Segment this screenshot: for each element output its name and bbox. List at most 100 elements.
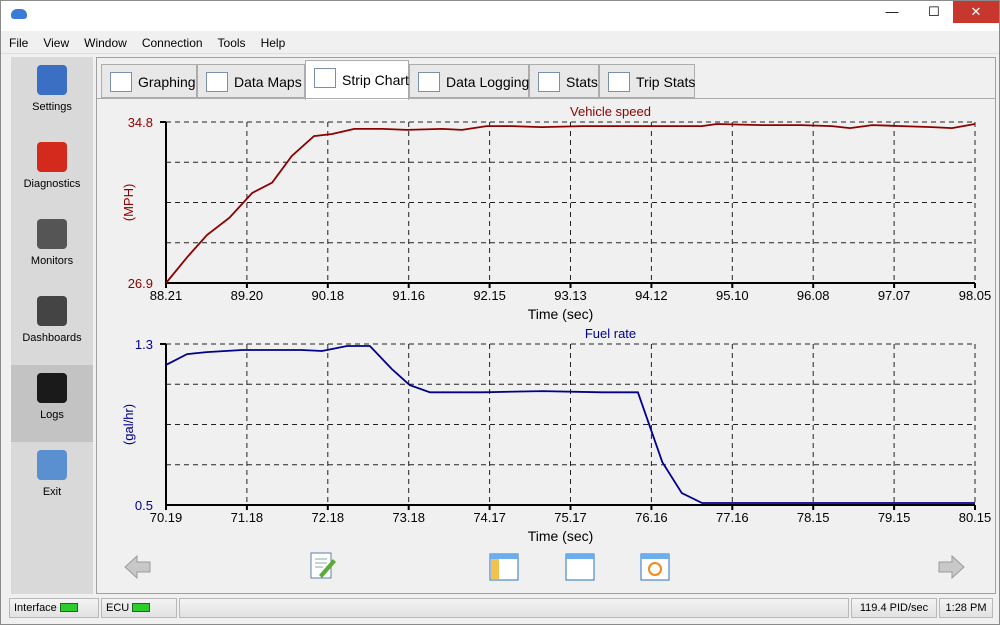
y-tick-label: 1.3: [135, 337, 153, 352]
y-tick-label: 0.5: [135, 498, 153, 513]
x-tick-label: 90.18: [312, 288, 345, 303]
tab-trip-stats[interactable]: Trip Stats: [599, 64, 695, 98]
minimize-button[interactable]: —: [885, 4, 899, 19]
sidebar-item-label: Diagnostics: [23, 178, 81, 190]
x-tick-label: 94.12: [635, 288, 668, 303]
maximize-button[interactable]: ☐: [928, 4, 940, 19]
split-view-icon[interactable]: [489, 553, 519, 581]
menu-window[interactable]: Window: [84, 36, 127, 50]
x-tick-label: 73.18: [392, 510, 425, 525]
ecu-status: ECU: [101, 598, 177, 618]
fit-view-icon[interactable]: [640, 553, 670, 581]
sidebar-item-label: Dashboards: [22, 332, 82, 344]
strip-chart-area: Vehicle speed 88.21 89.20 90.18 91.16 92.15 93…: [97, 98, 995, 593]
x-tick-label: 80.15: [959, 510, 992, 525]
x-axis-label: Time (sec): [528, 306, 594, 322]
x-tick-label: 76.16: [635, 510, 668, 525]
tab-data-logging[interactable]: Data Logging: [409, 64, 529, 98]
app-icon: [11, 9, 27, 19]
sidebar-item-dashboards[interactable]: Dashboards: [11, 288, 93, 365]
x-tick-label: 77.16: [716, 510, 749, 525]
y-axis-label: (MPH): [121, 184, 136, 222]
tab-label: Data Logging: [446, 74, 530, 90]
tab-label: Trip Stats: [636, 74, 696, 90]
tab-label: Data Maps: [234, 74, 302, 90]
grid-map-icon: [206, 72, 228, 92]
sidebar: Settings Diagnostics Monitors Dashboards Log…: [11, 57, 93, 594]
x-tick-label: 75.17: [554, 510, 587, 525]
sidebar-item-logs[interactable]: Logs: [11, 365, 93, 442]
x-tick-label: 78.15: [797, 510, 830, 525]
x-axis-label: Time (sec): [528, 528, 594, 544]
exit-door-icon: [37, 450, 67, 480]
tab-stats[interactable]: Stats: [529, 64, 599, 98]
interface-status: Interface: [9, 598, 99, 618]
tab-graphing[interactable]: Graphing: [101, 64, 197, 98]
x-tick-label: 98.05: [959, 288, 992, 303]
strip-chart-icon: [314, 68, 336, 88]
stats-sheet-icon: [538, 72, 560, 92]
menu-tools[interactable]: Tools: [217, 36, 246, 50]
engine-magnifier-icon: [37, 219, 67, 249]
sidebar-item-monitors[interactable]: Monitors: [11, 211, 93, 288]
checklist-icon: [37, 65, 67, 95]
close-button[interactable]: ✕: [953, 1, 999, 23]
main-panel: Graphing Data Maps Strip Chart Data Logging…: [96, 57, 996, 594]
x-tick-label: 89.20: [231, 288, 264, 303]
database-icon: [418, 72, 440, 92]
graph-icon: [110, 72, 132, 92]
charts-svg: Vehicle speed 88.21 89.20 90.18 91.16 92.15 93…: [121, 104, 992, 544]
interface-label: Interface: [14, 602, 57, 614]
chart-0: Vehicle speed 88.21 89.20 90.18 91.16 92.15 93…: [121, 104, 991, 322]
x-tick-label: 92.15: [473, 288, 506, 303]
menu-bar: File View Window Connection Tools Help: [1, 32, 999, 54]
tab-label: Strip Chart: [342, 72, 409, 88]
x-tick-label: 72.18: [312, 510, 345, 525]
chart-title: Vehicle speed: [570, 104, 651, 119]
x-tick-label: 71.18: [231, 510, 264, 525]
sidebar-item-diagnostics[interactable]: Diagnostics: [11, 134, 93, 211]
edit-note-icon[interactable]: [307, 551, 337, 579]
menu-connection[interactable]: Connection: [141, 36, 203, 50]
calendar-clock-icon: [608, 72, 630, 92]
tab-label: Stats: [566, 74, 598, 90]
menu-file[interactable]: File: [9, 36, 29, 50]
oscilloscope-icon: [37, 373, 67, 403]
back-arrow-icon[interactable]: [123, 553, 153, 581]
x-tick-label: 91.16: [392, 288, 425, 303]
car-icon: [37, 142, 67, 172]
x-tick-label: 95.10: [716, 288, 749, 303]
x-tick-label: 88.21: [150, 288, 183, 303]
x-tick-label: 97.07: [878, 288, 911, 303]
x-tick-label: 74.17: [473, 510, 506, 525]
forward-arrow-icon[interactable]: [936, 553, 966, 581]
menu-view[interactable]: View: [43, 36, 70, 50]
sidebar-item-label: Exit: [42, 486, 62, 498]
x-tick-label: 96.08: [797, 288, 830, 303]
x-tick-label: 79.15: [878, 510, 911, 525]
sidebar-item-label: Settings: [32, 101, 72, 113]
series-line: [165, 123, 976, 284]
pid-rate: 119.4 PID/sec: [851, 598, 937, 618]
sidebar-item-label: Logs: [40, 409, 64, 421]
series-line: [165, 345, 975, 504]
tab-data-maps[interactable]: Data Maps: [197, 64, 305, 98]
x-tick-label: 70.19: [150, 510, 183, 525]
menu-help[interactable]: Help: [260, 36, 286, 50]
interface-led-icon: [59, 603, 78, 612]
y-tick-label: 34.8: [128, 115, 153, 130]
single-view-icon[interactable]: [565, 553, 595, 581]
y-axis-label: (gal/hr): [121, 404, 136, 445]
ecu-led-icon: [132, 603, 151, 612]
sidebar-item-label: Monitors: [30, 255, 74, 267]
sidebar-item-settings[interactable]: Settings: [11, 57, 93, 134]
tab-strip-chart[interactable]: Strip Chart: [305, 60, 409, 100]
tab-label: Graphing: [138, 74, 196, 90]
x-tick-label: 93.13: [554, 288, 587, 303]
clock: 1:28 PM: [939, 598, 993, 618]
y-tick-label: 26.9: [128, 276, 153, 291]
status-message: [179, 598, 849, 618]
gauge-icon: [37, 296, 67, 326]
sidebar-item-exit[interactable]: Exit: [11, 442, 93, 519]
